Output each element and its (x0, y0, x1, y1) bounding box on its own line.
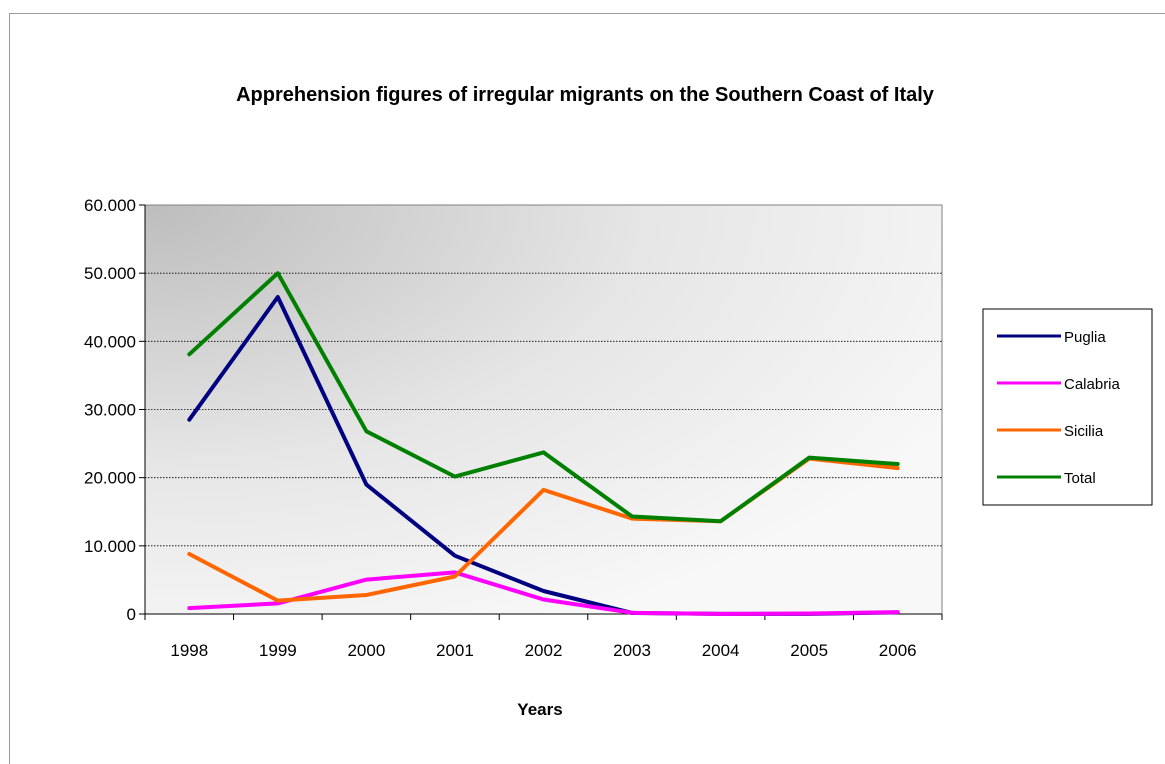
y-tick-labels: 0 10.000 20.000 30.000 40.000 50.000 60.000 (84, 196, 136, 624)
x-tick-label: 1998 (170, 641, 208, 660)
legend-label-sicilia: Sicilia (1064, 423, 1104, 440)
y-tick-label: 30.000 (84, 401, 136, 420)
y-tick-label: 40.000 (84, 332, 136, 351)
chart-frame (9, 13, 1165, 764)
x-axis-label: Years (517, 700, 562, 719)
x-tick-label: 2003 (613, 641, 651, 660)
x-tick-label: 2004 (702, 641, 740, 660)
y-tick-label: 0 (127, 605, 136, 624)
legend-label-calabria: Calabria (1064, 376, 1121, 393)
y-tick-label: 50.000 (84, 264, 136, 283)
legend-label-total: Total (1064, 470, 1096, 487)
series-line-total (187, 271, 900, 524)
y-tick-label: 10.000 (84, 537, 136, 556)
y-tick-label: 60.000 (84, 196, 136, 215)
x-tick-label: 2000 (347, 641, 385, 660)
plot-area (144, 204, 943, 615)
x-tick-label: 2006 (879, 641, 917, 660)
x-tick-label: 1999 (259, 641, 297, 660)
x-tick-label: 2005 (790, 641, 828, 660)
x-tick-labels: 1998 1999 2000 2001 2002 2003 2004 2005 2006 (170, 641, 916, 660)
x-tick-label: 2001 (436, 641, 474, 660)
legend: Puglia Calabria Sicilia Total (982, 308, 1153, 506)
series-lines (187, 271, 900, 616)
legend-box (982, 308, 1153, 506)
y-tick-label: 20.000 (84, 469, 136, 488)
legend-label-puglia: Puglia (1064, 329, 1106, 346)
series-line-calabria (187, 570, 900, 616)
x-tick-label: 2002 (525, 641, 563, 660)
chart-title: Apprehension figures of irregular migran… (236, 84, 935, 106)
